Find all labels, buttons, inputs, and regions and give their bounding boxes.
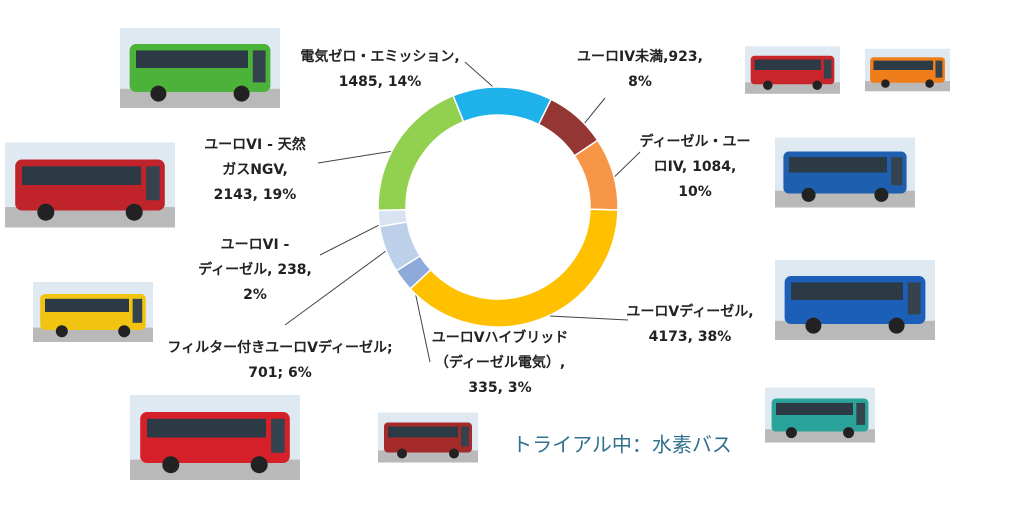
data-label: 4173, 38%: [649, 329, 732, 345]
bus-photo: [775, 260, 935, 340]
data-label: ロIV, 1084,: [654, 159, 737, 175]
bus-photo: [765, 387, 875, 443]
data-label: 2%: [243, 287, 267, 303]
data-label: ユーロIV未満,923,: [577, 48, 703, 65]
data-label: ユーロVハイブリッド: [432, 329, 569, 346]
bus-photo: [130, 395, 300, 480]
data-label: 8%: [628, 74, 652, 90]
data-label: フィルター付きユーロVディーゼル;: [167, 339, 392, 356]
data-label: 2143, 19%: [214, 187, 297, 203]
data-label: ユーロVI - 天然: [204, 136, 306, 153]
annotation: トライアル中：水素バス: [512, 433, 732, 457]
donut-segment: [409, 208, 619, 328]
bus-photo: [378, 412, 478, 463]
bus-photo: [120, 28, 280, 108]
data-label: （ディーゼル電気）,: [435, 354, 565, 371]
leader-lines: [284, 61, 641, 363]
data-label: ユーロVディーゼル,: [626, 303, 753, 320]
data-label: 335, 3%: [468, 380, 531, 396]
data-label: 701; 6%: [248, 365, 311, 381]
data-label: ディーゼル, 238,: [198, 261, 312, 278]
data-label: 10%: [678, 184, 712, 200]
donut-segment: [573, 139, 619, 211]
bus-photo: [33, 282, 153, 342]
bus-photo: [5, 142, 175, 228]
data-label: 電気ゼロ・エミッション,: [300, 48, 459, 65]
data-label: ガスNGV,: [222, 162, 288, 178]
bus-photo: [745, 46, 840, 94]
bus-photo: [775, 137, 915, 208]
data-label: 1485, 14%: [339, 74, 422, 90]
leader-line: [319, 221, 386, 256]
donut-segment: [377, 94, 465, 212]
data-label: ディーゼル・ユー: [639, 133, 750, 150]
donut-segment: [452, 86, 553, 126]
bus-photo: [865, 48, 950, 92]
leader-line: [284, 247, 391, 326]
data-label: ユーロVI -: [221, 237, 290, 253]
